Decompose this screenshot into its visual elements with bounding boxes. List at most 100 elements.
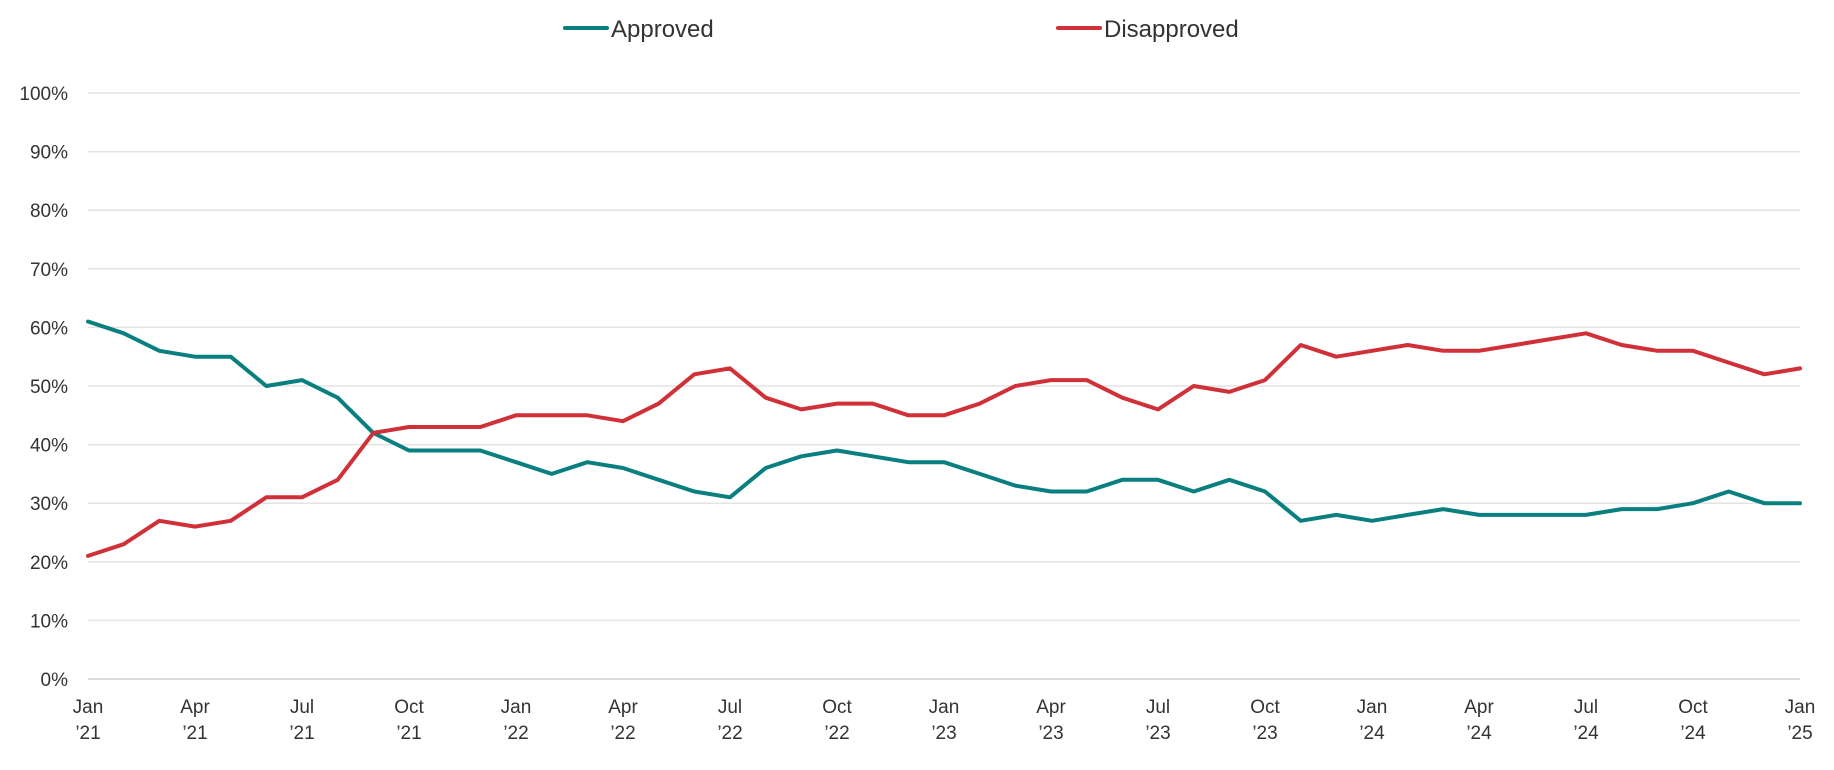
data-point-approved (1227, 478, 1231, 482)
data-point-disapproved (906, 413, 910, 417)
x-tick-label: Jan ’22 (501, 697, 532, 744)
data-point-approved (1013, 484, 1017, 488)
legend-label-disapproved: Disapproved (1104, 16, 1239, 43)
data-point-disapproved (1620, 343, 1624, 347)
data-point-approved (1477, 513, 1481, 517)
series-lines (86, 319, 1802, 558)
data-point-approved (871, 454, 875, 458)
data-point-approved (1085, 489, 1089, 493)
data-point-disapproved (871, 402, 875, 406)
y-axis: 0% 10% 20% 30% 40% 50% 60% 70% 80% 90% 100% (19, 84, 68, 691)
data-point-disapproved (585, 413, 589, 417)
x-tick-label: Apr ’24 (1464, 697, 1494, 744)
x-tick-label: Jan ’21 (73, 697, 104, 744)
data-point-disapproved (692, 372, 696, 376)
data-point-approved (443, 448, 447, 452)
x-tick-year: ’21 (75, 723, 100, 744)
data-point-approved (478, 448, 482, 452)
x-tick-label: Oct ’22 (822, 697, 852, 744)
data-point-disapproved (764, 396, 768, 400)
data-point-approved (264, 384, 268, 388)
series-line-approved (86, 319, 1802, 523)
data-point-approved (906, 460, 910, 464)
series-line-disapproved (86, 331, 1802, 558)
data-point-disapproved (300, 495, 304, 499)
data-point-disapproved (1727, 361, 1731, 365)
data-point-disapproved (1798, 366, 1802, 370)
x-tick-year: ’25 (1787, 723, 1812, 744)
data-point-approved (799, 454, 803, 458)
x-tick-month: Jan (501, 697, 532, 718)
data-point-disapproved (621, 419, 625, 423)
data-point-approved (835, 448, 839, 452)
data-point-disapproved (443, 425, 447, 429)
x-tick-year: ’23 (931, 723, 956, 744)
x-tick-label: Oct ’24 (1678, 697, 1708, 744)
x-tick-year: ’23 (1038, 723, 1063, 744)
data-point-approved (336, 396, 340, 400)
data-point-approved (1192, 489, 1196, 493)
data-point-disapproved (122, 542, 126, 546)
x-tick-year: ’22 (610, 723, 635, 744)
data-point-disapproved (1299, 343, 1303, 347)
x-tick-label: Apr ’23 (1036, 697, 1066, 744)
data-point-disapproved (1192, 384, 1196, 388)
data-point-disapproved (514, 413, 518, 417)
data-point-approved (1762, 501, 1766, 505)
data-point-approved (942, 460, 946, 464)
y-tick-label: 100% (19, 84, 68, 105)
data-point-approved (1584, 513, 1588, 517)
x-tick-month: Apr (180, 697, 210, 718)
data-point-disapproved (1370, 349, 1374, 353)
x-tick-year: ’22 (717, 723, 742, 744)
data-point-approved (1441, 507, 1445, 511)
x-tick-label: Jan ’25 (1785, 697, 1816, 744)
data-point-approved (193, 355, 197, 359)
data-point-disapproved (157, 519, 161, 523)
x-tick-month: Jul (1146, 697, 1170, 718)
data-point-disapproved (1406, 343, 1410, 347)
x-tick-month: Jan (929, 697, 960, 718)
data-point-disapproved (1227, 390, 1231, 394)
data-point-disapproved (1513, 343, 1517, 347)
data-point-disapproved (1049, 378, 1053, 382)
data-point-disapproved (478, 425, 482, 429)
y-tick-label: 70% (30, 260, 68, 281)
data-point-disapproved (799, 407, 803, 411)
data-point-approved (1120, 478, 1124, 482)
data-point-disapproved (407, 425, 411, 429)
y-tick-label: 60% (30, 318, 68, 339)
x-tick-month: Oct (1250, 697, 1280, 718)
data-point-approved (1798, 501, 1802, 505)
data-point-disapproved (86, 554, 90, 558)
x-tick-label: Oct ’21 (394, 697, 424, 744)
data-point-approved (86, 320, 90, 324)
data-point-disapproved (336, 478, 340, 482)
legend: Approved Disapproved (563, 16, 1239, 43)
data-point-approved (728, 495, 732, 499)
x-tick-year: ’21 (396, 723, 421, 744)
data-point-disapproved (550, 413, 554, 417)
data-point-disapproved (728, 366, 732, 370)
data-point-approved (585, 460, 589, 464)
data-point-approved (692, 489, 696, 493)
x-tick-year: ’23 (1145, 723, 1170, 744)
y-tick-label: 80% (30, 201, 68, 222)
data-point-disapproved (193, 525, 197, 529)
x-axis: Jan ’21 Apr ’21 Jul ’21 Oct ’21 Jan ’22 Apr ’22 Jul ’… (73, 697, 1816, 744)
data-point-disapproved (1548, 337, 1552, 341)
data-point-approved (157, 349, 161, 353)
x-tick-month: Apr (1036, 697, 1066, 718)
data-point-approved (229, 355, 233, 359)
data-point-disapproved (229, 519, 233, 523)
data-point-approved (1691, 501, 1695, 505)
x-tick-month: Oct (394, 697, 424, 718)
x-tick-year: ’24 (1680, 723, 1706, 744)
data-point-disapproved (1085, 378, 1089, 382)
data-point-approved (407, 448, 411, 452)
x-tick-month: Jul (290, 697, 314, 718)
x-tick-month: Jan (1357, 697, 1388, 718)
x-tick-year: ’24 (1359, 723, 1385, 744)
